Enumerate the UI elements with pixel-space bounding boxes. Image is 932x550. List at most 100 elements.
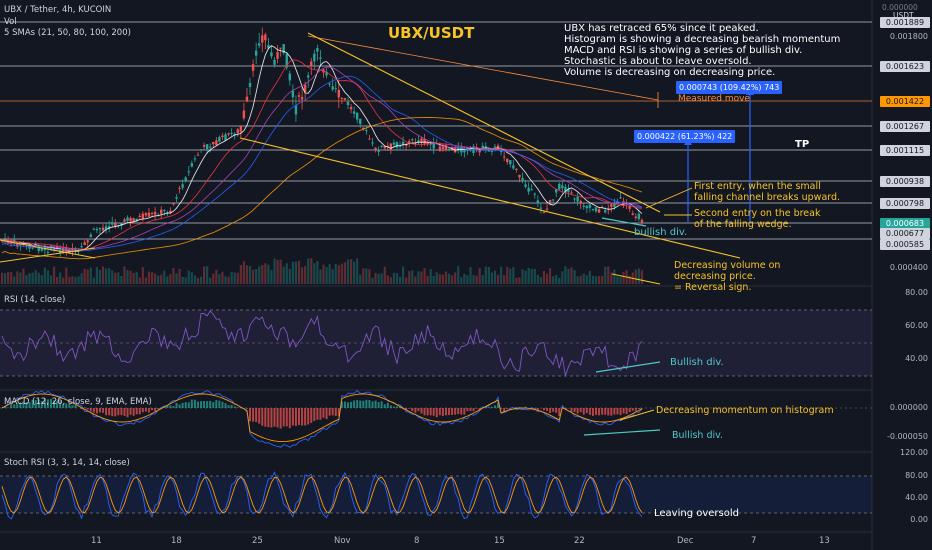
macd-histogram-bar: [117, 408, 120, 416]
volume-bar: [454, 272, 457, 284]
price-axis-label: 0.001267: [880, 121, 930, 132]
macd-histogram-bar: [236, 407, 239, 408]
macd-histogram-bar: [337, 408, 340, 416]
macd-histogram-bar: [218, 400, 221, 408]
macd-histogram-bar: [374, 400, 377, 408]
candle-body: [478, 150, 481, 153]
price-axis-label: 0.001800: [889, 32, 928, 41]
macd-histogram-bar: [576, 408, 579, 414]
volume-bar: [463, 273, 466, 284]
macd-histogram-bar: [359, 400, 362, 408]
candle-body: [49, 245, 53, 250]
macd-histogram-bar: [438, 408, 441, 416]
macd-histogram-bar: [371, 401, 374, 408]
candle-body: [438, 146, 442, 152]
currency-label[interactable]: USDT: [893, 11, 914, 20]
volume-bar: [132, 272, 135, 284]
macd-histogram-bar: [92, 408, 95, 413]
macd-histogram-bar: [469, 408, 472, 412]
volume-bar: [187, 270, 190, 284]
macd-histogram-bar: [573, 408, 576, 412]
candle-body: [411, 139, 414, 141]
macd-histogram-bar: [68, 403, 71, 408]
wedge-lower-line: [239, 137, 741, 259]
volume-bar: [172, 268, 175, 284]
volume-bar: [89, 267, 92, 284]
candle-body: [306, 75, 310, 78]
candle-body: [567, 188, 570, 193]
candle-body: [316, 48, 319, 52]
volume-bar: [196, 277, 200, 284]
macd-histogram-bar: [389, 405, 392, 408]
candle-body: [555, 189, 558, 193]
macd-histogram-bar: [108, 408, 111, 416]
candle-body: [166, 212, 169, 214]
candle-body: [95, 229, 99, 231]
macd-histogram-bar: [193, 399, 196, 408]
macd-histogram-bar: [628, 408, 631, 413]
candle-body: [380, 145, 383, 147]
volume-bar: [536, 274, 539, 284]
volume-bar: [199, 276, 203, 284]
volume-bar: [530, 268, 533, 284]
candle-body: [80, 246, 83, 248]
volume-bar: [288, 268, 291, 284]
macd-histogram-bar: [126, 408, 129, 418]
volume-bar: [524, 270, 527, 284]
volume-bar: [340, 263, 343, 284]
volume-bar: [77, 276, 80, 284]
macd-histogram-bar: [637, 408, 640, 410]
candle-body: [242, 110, 246, 119]
macd-histogram-bar: [285, 408, 288, 427]
macd-histogram-bar: [448, 408, 451, 416]
volume-bar: [178, 268, 181, 284]
volume-bar: [325, 267, 328, 284]
macd-histogram-bar: [546, 408, 549, 411]
macd-histogram-bar: [331, 408, 334, 416]
time-axis-label: 8: [414, 536, 420, 546]
candle-body: [368, 138, 371, 140]
macd-histogram-bar: [89, 408, 92, 411]
volume-note-line: Decreasing volume on: [674, 260, 781, 271]
macd-histogram-bar: [582, 408, 585, 415]
candle-body: [294, 105, 298, 115]
volume-bar: [610, 272, 613, 284]
moving-average-line: [1, 75, 643, 252]
macd-histogram-bar: [279, 408, 282, 429]
macd-histogram-bar: [334, 408, 337, 417]
macd-histogram-bar: [144, 408, 147, 412]
candle-body: [16, 243, 19, 247]
macd-histogram-bar: [365, 399, 368, 408]
macd-histogram-bar: [310, 408, 313, 423]
candle-body: [463, 150, 466, 153]
analysis-note-line: MACD and RSI is showing a series of bull…: [564, 45, 803, 56]
candle-body: [408, 141, 411, 143]
volume-bar: [123, 266, 126, 284]
macd-histogram-bar: [506, 408, 509, 409]
volume-bar: [68, 277, 71, 284]
candle-body: [386, 145, 389, 147]
candle-body: [423, 139, 426, 144]
volume-bar: [346, 259, 350, 284]
macd-histogram-bar: [607, 408, 610, 416]
macd-histogram-bar: [227, 405, 230, 408]
macd-histogram-bar: [59, 401, 62, 408]
time-axis-label: 15: [494, 536, 505, 546]
candle-body: [178, 187, 181, 189]
macd-histogram-bar: [451, 408, 454, 415]
volume-bar: [622, 271, 625, 284]
volume-bar: [343, 262, 347, 284]
candle-body: [334, 88, 337, 90]
macd-histogram-bar: [120, 408, 123, 416]
candle-body: [585, 205, 589, 209]
volume-bar: [227, 276, 230, 284]
volume-note-line: = Reversal sign.: [674, 282, 752, 293]
macd-histogram-bar: [536, 408, 539, 410]
volume-bar: [270, 269, 273, 284]
macd-histogram-bar: [380, 401, 383, 408]
macd-histogram-bar: [399, 406, 402, 408]
volume-bar: [150, 272, 154, 284]
volume-bar: [169, 273, 172, 284]
volume-bar: [105, 268, 108, 284]
volume-bar: [542, 271, 546, 284]
